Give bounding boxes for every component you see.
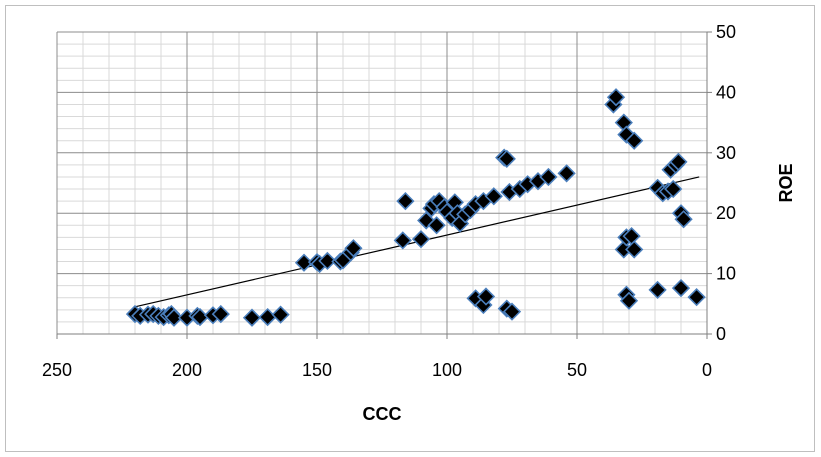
data-point — [393, 231, 412, 250]
data-point — [687, 288, 706, 307]
major-gridlines — [56, 31, 708, 335]
data-point — [619, 291, 639, 310]
data-point — [625, 240, 644, 259]
chart-frame — [5, 5, 815, 452]
data-point — [557, 164, 576, 183]
x-axis-title: CCC — [363, 404, 402, 424]
x-tick-label: 100 — [432, 360, 462, 380]
data-point — [271, 305, 290, 324]
data-point — [606, 88, 626, 107]
data-point — [669, 152, 688, 171]
data-point — [484, 187, 503, 206]
x-tick-label: 150 — [302, 360, 332, 380]
data-point — [427, 216, 446, 235]
y-tick-label: 10 — [716, 264, 736, 284]
data-point — [476, 287, 496, 306]
data-point — [164, 308, 184, 327]
data-point — [664, 179, 683, 199]
data-point — [671, 278, 691, 298]
data-point — [648, 280, 667, 300]
x-tick-label: 50 — [567, 360, 587, 380]
x-tick-label: 250 — [42, 360, 72, 380]
data-point — [539, 167, 558, 187]
tick-labels: 250 200 150 100 50 00 10 20 30 40 50 — [42, 22, 736, 380]
y-axis-title: ROE — [776, 163, 796, 202]
data-point — [674, 210, 693, 229]
data-point — [396, 191, 415, 211]
x-tick-label: 200 — [172, 360, 202, 380]
y-tick-label: 30 — [716, 143, 736, 163]
axes — [56, 31, 712, 339]
y-tick-label: 20 — [716, 203, 736, 223]
data-point — [242, 308, 262, 327]
y-tick-label: 0 — [716, 324, 726, 344]
data-point — [294, 253, 314, 272]
x-tick-label: 0 — [702, 360, 712, 380]
minor-gridlines — [57, 32, 707, 334]
data-point — [502, 302, 522, 321]
data-point — [625, 131, 644, 150]
data-points — [125, 88, 706, 327]
data-point — [344, 239, 363, 258]
data-point — [411, 230, 431, 249]
y-tick-label: 50 — [716, 22, 736, 42]
data-point — [211, 304, 230, 324]
y-tick-label: 40 — [716, 82, 736, 102]
data-point — [497, 149, 516, 168]
data-point — [318, 251, 337, 271]
data-point — [258, 307, 277, 327]
